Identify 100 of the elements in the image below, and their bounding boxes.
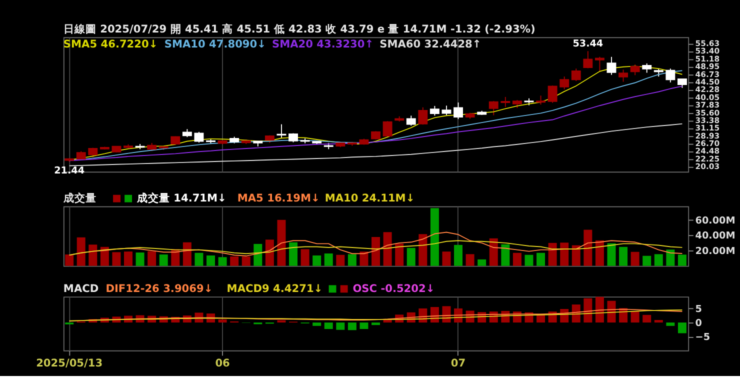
text: SMA20 43.3230↑	[272, 38, 374, 51]
bar	[536, 252, 546, 266]
bar	[654, 254, 663, 266]
bar	[360, 252, 368, 266]
line-series	[68, 123, 683, 166]
y-tick-label: 26.70	[695, 139, 720, 148]
bar	[324, 253, 333, 266]
bar	[206, 255, 215, 266]
bar	[88, 244, 98, 266]
candlestick	[642, 62, 652, 74]
candlestick	[606, 56, 616, 76]
text: SMA60 32.4428↑	[380, 38, 482, 51]
bar	[194, 252, 204, 266]
y-tick-label: 35.60	[695, 108, 720, 118]
bar	[312, 255, 322, 266]
bar	[360, 322, 368, 329]
bar	[300, 249, 310, 266]
text: SMA10 47.8090↓	[164, 38, 266, 51]
candlestick	[677, 78, 687, 88]
bar	[312, 322, 322, 326]
bar	[336, 322, 345, 330]
y-tick-label: 55.63	[695, 38, 720, 48]
bar	[619, 246, 628, 266]
candlestick	[442, 105, 452, 116]
annotation: 53.44	[572, 38, 604, 50]
bar	[454, 244, 463, 266]
candlestick	[454, 102, 463, 120]
candlestick	[571, 68, 581, 82]
candlestick	[583, 50, 593, 69]
bar	[336, 254, 345, 266]
y-tick-label: 44.50	[695, 77, 720, 86]
candlestick	[666, 68, 676, 83]
y-tick-label: 40.05	[695, 92, 720, 102]
bar	[159, 254, 168, 266]
x-tick-label: 2025/05/13	[36, 357, 103, 370]
x-tick-label: 06	[215, 357, 230, 370]
bar	[395, 244, 404, 266]
bar	[607, 243, 616, 266]
text: MA10 24.11M↓	[324, 192, 415, 204]
y-tick-label: 33.38	[695, 116, 720, 125]
bar	[466, 254, 474, 266]
text: DIF12-26 3.9069↓	[106, 282, 213, 295]
bar	[65, 254, 74, 266]
bar	[76, 237, 86, 266]
bar	[584, 298, 592, 323]
chart-title: 日線圖 2025/07/29 開 45.41 高 45.51 低 42.83 收 43.79 e 量 14.71M -1.32 (-2.93%)	[63, 22, 536, 36]
y-tick-label: 42.28	[695, 85, 720, 94]
bar	[442, 252, 451, 266]
bar	[572, 245, 580, 266]
y-tick-label: 48.95	[695, 62, 720, 72]
bar	[666, 322, 675, 326]
bar	[242, 256, 250, 266]
bar	[289, 242, 298, 266]
bar	[348, 322, 356, 330]
bar	[148, 251, 156, 266]
bar	[654, 320, 663, 323]
bar	[230, 256, 239, 266]
y-tick-label: 22.25	[695, 154, 720, 164]
bar	[512, 252, 522, 266]
candlestick	[406, 115, 416, 126]
legend-label: OSC -0.5202↓	[352, 282, 435, 295]
candlestick	[618, 69, 628, 82]
bar	[666, 250, 675, 266]
bar	[372, 322, 380, 326]
bar	[218, 257, 227, 266]
bar	[430, 208, 439, 266]
bar	[218, 319, 227, 323]
y-tick-label: 31.15	[695, 124, 720, 133]
text: MACD9 4.4271↓	[226, 282, 323, 295]
candlestick	[488, 100, 498, 116]
candlestick	[194, 131, 204, 144]
y-tick-label: 5	[695, 304, 702, 315]
bar	[277, 220, 286, 266]
y-tick-label: 37.83	[695, 100, 720, 110]
bar	[630, 252, 640, 266]
annotation: 21.44	[54, 165, 85, 176]
bar	[548, 242, 557, 266]
y-tick-label: 60.00M	[695, 215, 736, 226]
bar	[136, 252, 144, 266]
candlestick	[418, 106, 428, 126]
legend-label: 成交量 14.71M↓	[136, 191, 226, 204]
y-tick-label: 28.93	[695, 131, 720, 140]
candlestick	[382, 120, 392, 138]
bar	[584, 230, 592, 266]
bar	[607, 300, 616, 323]
bar	[489, 238, 498, 266]
y-tick-label: 20.03	[695, 162, 720, 172]
bar	[642, 314, 652, 323]
bar	[418, 234, 428, 266]
candlestick	[430, 105, 440, 116]
x-tick-label: 07	[450, 357, 466, 370]
bar	[595, 240, 604, 266]
bar	[560, 242, 569, 266]
line-series	[68, 240, 683, 256]
bar	[348, 254, 356, 266]
candlestick	[560, 76, 570, 90]
y-tick-label: 0	[695, 318, 702, 329]
y-tick-label: 24.48	[695, 146, 720, 156]
candlestick	[594, 56, 604, 72]
y-tick-label: −5	[695, 332, 710, 343]
